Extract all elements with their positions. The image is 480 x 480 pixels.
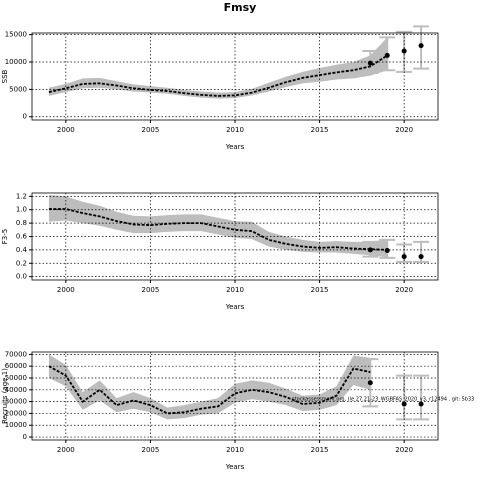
y-tick-label: 70000 [5, 350, 27, 358]
x-tick-label: 2005 [142, 286, 160, 294]
y-tick-label: 15000 [5, 31, 27, 39]
y-tick-label: 0.4 [16, 246, 28, 254]
x-tick-label: 2005 [142, 126, 160, 134]
y-axis-label: Recruits (age 1) [1, 368, 9, 424]
y-tick-label: 0 [23, 433, 27, 441]
forecast-point [384, 248, 390, 254]
y-tick-label: 0.6 [16, 233, 28, 241]
estimate-line [48, 54, 388, 97]
forecast-point [367, 380, 373, 386]
x-tick-label: 2020 [395, 286, 413, 294]
forecast-point [418, 401, 424, 407]
forecast-point [401, 254, 407, 260]
y-tick-label: 0.2 [16, 259, 27, 267]
y-tick-label: 50000 [5, 374, 27, 382]
forecast-point [401, 401, 407, 407]
x-tick-label: 2010 [226, 286, 244, 294]
y-tick-label: 1.0 [16, 206, 27, 214]
forecast-point [367, 60, 373, 66]
x-tick-label: 2010 [226, 126, 244, 134]
y-tick-label: 30000 [5, 398, 27, 406]
x-tick-label: 2010 [226, 446, 244, 454]
estimate-line [48, 365, 371, 415]
x-tick-label: 2000 [57, 286, 75, 294]
forecast-point [367, 247, 373, 253]
y-tick-label: 5000 [9, 85, 27, 93]
forecast-point [418, 254, 424, 260]
y-axis-label: SSB [1, 69, 9, 83]
x-tick-label: 2020 [395, 446, 413, 454]
forecast-point [418, 43, 424, 49]
x-tick-label: 2000 [57, 446, 75, 454]
x-tick-label: 2015 [311, 446, 329, 454]
x-axis-label: Years [225, 143, 245, 151]
y-axis-label: F3-5 [1, 229, 9, 244]
x-tick-label: 2015 [311, 126, 329, 134]
x-tick-label: 2000 [57, 126, 75, 134]
chart-title: Fmsy [224, 1, 257, 14]
y-tick-label: 40000 [5, 386, 27, 394]
x-axis-label: Years [225, 303, 245, 311]
y-tick-label: 10000 [5, 58, 27, 66]
forecast-point [384, 52, 390, 58]
x-axis-label: Years [225, 463, 245, 471]
confidence-band [48, 354, 371, 420]
x-tick-label: 2020 [395, 126, 413, 134]
y-tick-label: 0 [23, 113, 27, 121]
x-tick-label: 2005 [142, 446, 160, 454]
y-tick-label: 60000 [5, 362, 27, 370]
plot-frame [31, 32, 439, 121]
y-tick-label: 20000 [5, 409, 27, 417]
x-tick-label: 2015 [311, 286, 329, 294]
y-tick-label: 1.2 [16, 192, 27, 200]
estimate-line [48, 208, 388, 251]
y-tick-label: 0.8 [16, 219, 27, 227]
annotation: stockassessment.org, (le 27.21-23_WGBFAS… [292, 397, 474, 403]
plot-frame [31, 351, 439, 441]
plot-frame [31, 192, 439, 281]
y-tick-label: 0.0 [16, 273, 27, 281]
forecast-point [401, 48, 407, 54]
y-tick-label: 10000 [5, 421, 27, 429]
